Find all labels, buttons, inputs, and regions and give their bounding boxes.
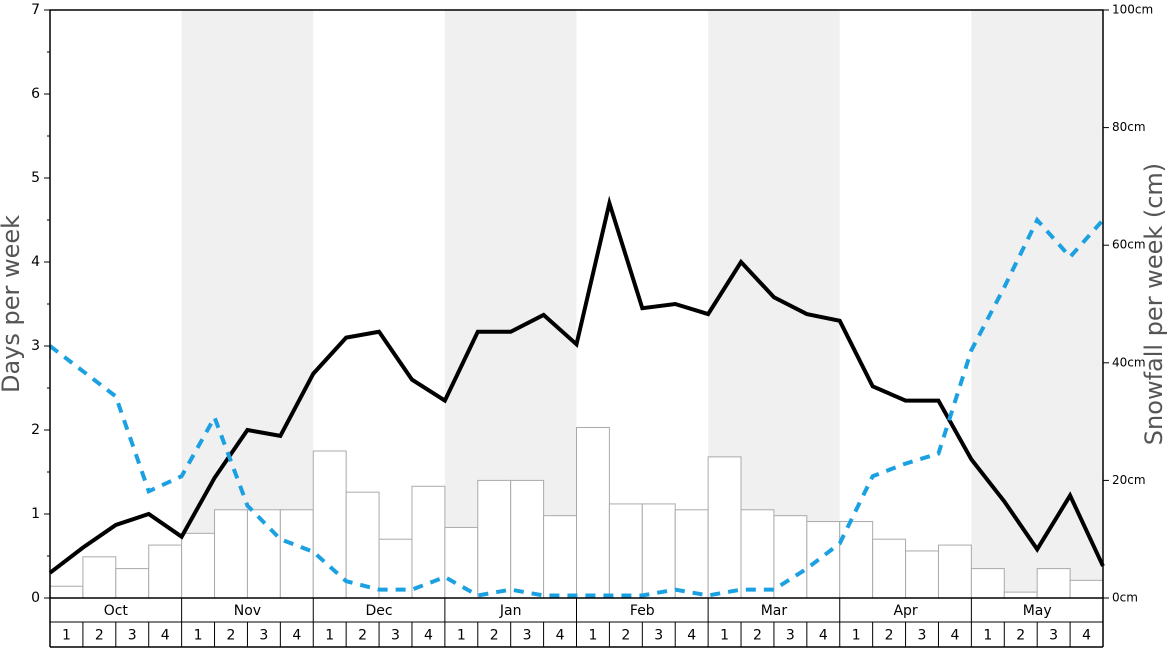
y2-tick-label: 60cm [1112,238,1146,252]
snowfall-bar [773,515,808,599]
data-line [48,195,1105,575]
y-tick-label: 2 [31,422,40,438]
snowfall-bar [641,503,676,599]
snowfall-bar [806,521,841,599]
y-tick-label: 6 [31,86,40,102]
week-label: 3 [654,628,663,644]
week-label: 1 [588,628,597,644]
month-label: Nov [234,603,261,619]
snowfall-bar [872,538,907,599]
week-label: 2 [1016,628,1025,644]
snowfall-bar [1036,568,1071,599]
snowfall-bar [411,485,446,599]
week-label: 3 [391,628,400,644]
y2-tick-label: 20cm [1112,473,1146,487]
y2-tick-label: 40cm [1112,355,1146,369]
snowfall-bar [115,568,150,599]
data-line [48,216,1105,598]
snowfall-bar [937,544,972,599]
snowfall-bar [608,503,643,599]
week-label: 3 [523,628,532,644]
week-label: 2 [95,628,104,644]
snowfall-bar [839,521,874,599]
snowfall-bar [444,526,479,599]
week-label: 2 [490,628,499,644]
week-label: 4 [687,628,696,644]
week-label: 1 [62,628,71,644]
week-label: 4 [819,628,828,644]
week-label: 1 [325,628,334,644]
snowfall-bar [181,532,216,599]
week-label: 1 [720,628,729,644]
snowfall-bar [674,509,709,599]
week-label: 2 [621,628,630,644]
snowfall-bar [510,479,545,599]
y2-tick-label: 100cm [1112,3,1153,17]
week-label: 1 [852,628,861,644]
month-label: Oct [104,603,129,619]
month-shade [971,10,1103,598]
y2-tick-label: 80cm [1112,120,1146,134]
month-label: Feb [630,603,655,619]
snowfall-bar [576,426,610,599]
snowfall-bar [148,544,183,599]
month-label: Jan [499,603,522,619]
month-label: May [1023,603,1052,619]
snowfall-bar [1069,579,1104,599]
y-axis-label: Days per week [0,215,25,393]
month-label: Apr [893,603,917,619]
y2-axis-label: Snowfall per week (cm) [1140,163,1168,445]
week-label: 3 [918,628,927,644]
week-label: 1 [457,628,466,644]
week-label: 2 [358,628,367,644]
y-tick-label: 7 [31,2,40,18]
snowfall-bar [543,515,577,599]
week-label: 4 [161,628,170,644]
week-label: 4 [950,628,959,644]
week-label: 1 [983,628,992,644]
week-label: 4 [556,628,565,644]
week-label: 4 [424,628,433,644]
snowfall-bar [1003,591,1038,599]
snowfall-bar [740,509,775,599]
week-label: 3 [1049,628,1058,644]
snowfall-bar [312,450,347,599]
week-label: 3 [259,628,268,644]
snowfall-bar [905,550,939,599]
week-label: 2 [885,628,894,644]
snowfall-bar [279,509,314,599]
snowfall-bar [214,509,248,599]
month-label: Mar [761,603,788,619]
week-label: 4 [292,628,301,644]
month-label: Dec [366,603,393,619]
week-label: 1 [194,628,203,644]
y-tick-label: 0 [31,590,40,606]
y-tick-label: 5 [31,170,40,186]
snowfall-bar [707,456,742,599]
week-label: 2 [227,628,236,644]
snowfall-bar [970,568,1005,599]
week-label: 3 [128,628,137,644]
y-tick-label: 1 [31,506,40,522]
snowfall-bar [82,556,117,599]
y2-tick-label: 0cm [1112,591,1138,605]
snowfall-bar [49,585,84,599]
y-tick-label: 4 [31,254,40,270]
week-label: 3 [786,628,795,644]
week-label: 2 [753,628,762,644]
snowfall-bar [477,479,512,599]
week-label: 4 [1082,628,1091,644]
y-tick-label: 3 [31,338,40,354]
